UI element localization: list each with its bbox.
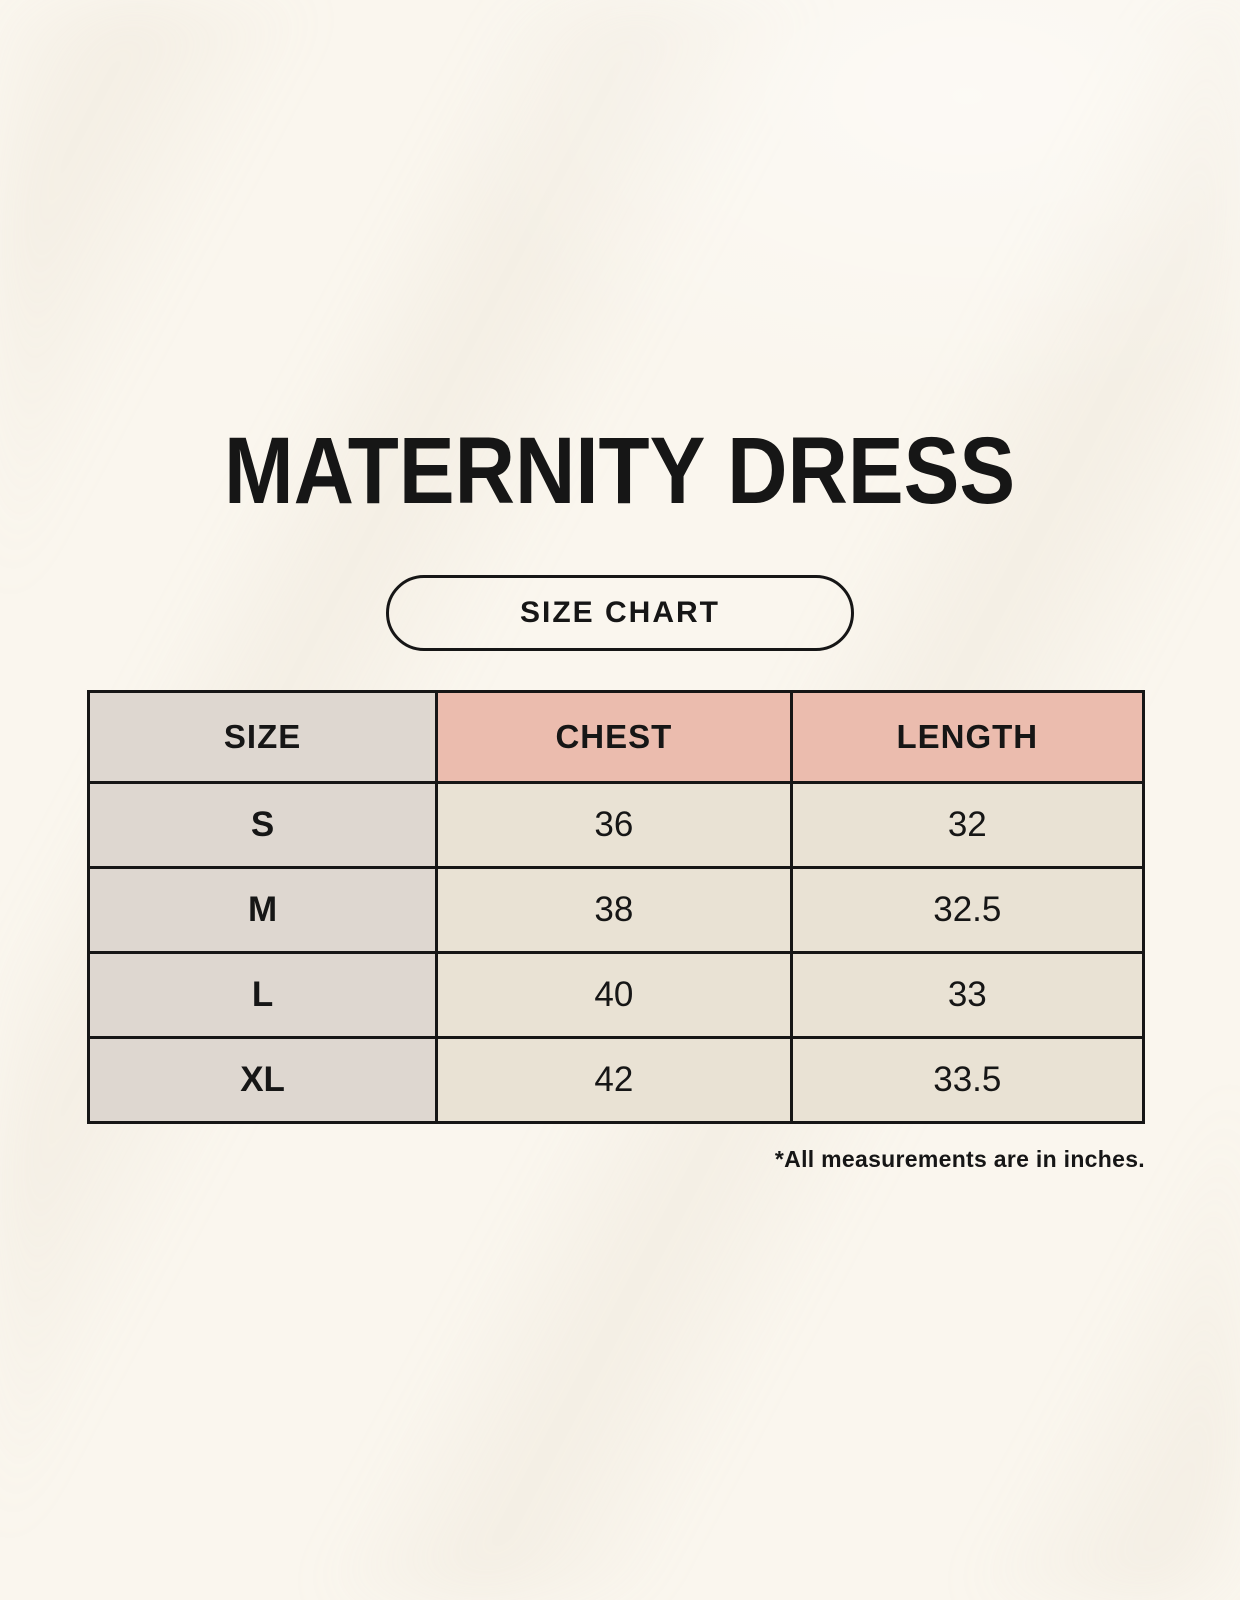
size-label-s: S — [86, 781, 439, 869]
size-chart-table: SIZE CHEST LENGTH S 36 32 M 38 32.5 L 40… — [86, 690, 1146, 1124]
size-label-m: M — [86, 866, 439, 954]
chest-value-xl: 42 — [435, 1036, 793, 1124]
table-header-row: SIZE CHEST LENGTH — [86, 690, 1146, 784]
table-row-s: S 36 32 — [86, 781, 1146, 869]
page-title: MATERNITY DRESS — [0, 424, 1240, 519]
table-row-l: L 40 33 — [86, 951, 1146, 1039]
page-title-text: MATERNITY DRESS — [224, 418, 1016, 524]
length-value-m: 32.5 — [789, 866, 1146, 954]
size-chart-button[interactable]: SIZE CHART — [386, 575, 854, 651]
column-header-length: LENGTH — [789, 690, 1146, 784]
size-label-l: L — [86, 951, 439, 1039]
table-row-m: M 38 32.5 — [86, 866, 1146, 954]
length-value-s: 32 — [789, 781, 1146, 869]
size-chart-button-label: SIZE CHART — [520, 596, 720, 629]
chest-value-s: 36 — [435, 781, 793, 869]
column-header-size: SIZE — [86, 690, 439, 784]
table-row-xl: XL 42 33.5 — [86, 1036, 1146, 1124]
column-header-chest: CHEST — [435, 690, 793, 784]
chest-value-m: 38 — [435, 866, 793, 954]
size-label-xl: XL — [86, 1036, 439, 1124]
length-value-l: 33 — [789, 951, 1146, 1039]
chest-value-l: 40 — [435, 951, 793, 1039]
measurements-footnote: *All measurements are in inches. — [774, 1146, 1145, 1172]
length-value-xl: 33.5 — [789, 1036, 1146, 1124]
